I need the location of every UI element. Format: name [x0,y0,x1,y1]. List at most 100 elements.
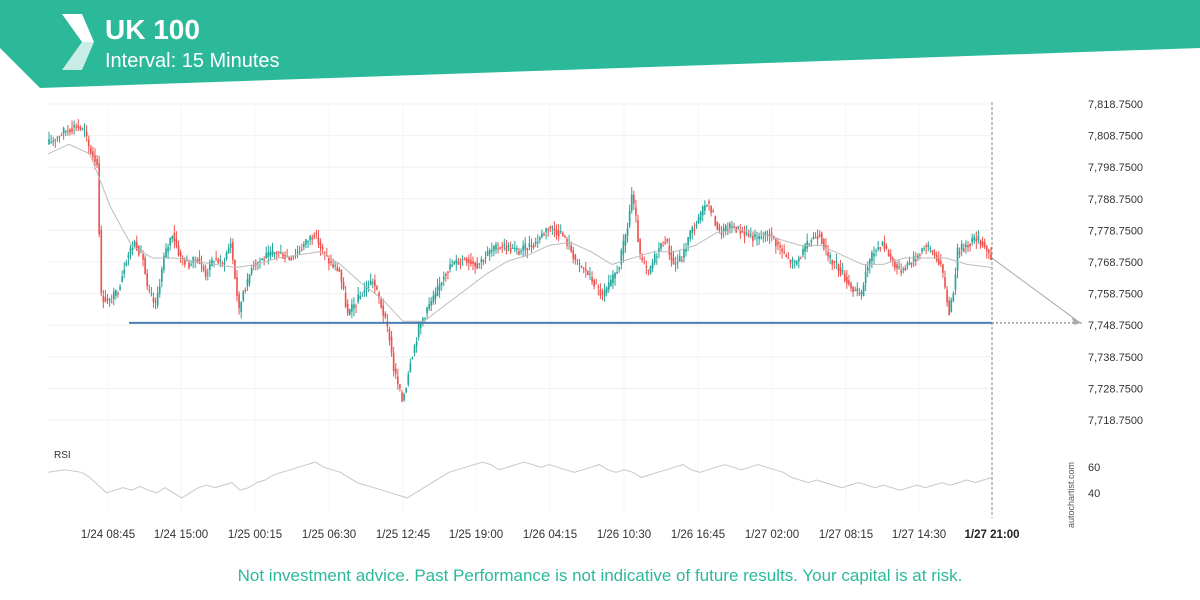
candle-up [754,234,756,237]
candle-down [146,273,149,287]
candle-up [257,261,259,263]
candle-down [894,261,896,269]
candle-down [474,262,476,267]
candle-down [376,286,378,290]
candle-down [789,259,792,264]
candle-up [50,142,52,144]
candle-up [434,292,437,300]
candle-up [432,295,435,303]
y-tick-label: 7,718.7500 [1088,415,1143,427]
candle-down [321,246,324,250]
candle-down [202,265,205,271]
candle-down [985,246,988,251]
candle-up [960,243,963,251]
candle-down [833,261,836,263]
candle-up [480,259,483,263]
candle-down [668,245,671,255]
candle-down [775,239,777,247]
candle-up [737,226,740,229]
x-tick-label: 1/26 16:45 [671,529,725,541]
candle-down [820,232,823,244]
candle-up [921,248,923,252]
candle-up [269,252,272,256]
candle-down [885,246,888,249]
candle-up [791,259,794,262]
candle-up [442,276,445,280]
candle-down [313,235,316,238]
candle-up [697,217,700,224]
candle-down [110,302,113,304]
candle-up [369,281,372,285]
candle-up [81,128,84,130]
candle-down [288,256,291,260]
candle-down [910,262,913,265]
candle-up [795,260,798,265]
candle-down [942,264,944,273]
candle-up [536,242,539,244]
candle-up [361,295,364,297]
candle-down [532,244,535,248]
candle-up [952,293,955,301]
candle-down [879,246,882,250]
candle-up [428,303,430,309]
candle-down [396,376,399,385]
candle-down [181,258,184,260]
candle-down [221,262,224,264]
candle-up [206,272,209,274]
candle-up [804,244,806,252]
autochartist-logo-icon [62,14,94,70]
candle-up [703,205,706,211]
y-tick-label: 7,818.7500 [1088,99,1143,111]
y-tick-label: 7,758.7500 [1088,289,1143,301]
candle-down [69,129,71,133]
candle-down [234,259,236,279]
candle-down [846,277,848,284]
candle-down [85,131,88,136]
candle-up [614,273,616,279]
candle-down [518,250,520,255]
candle-down [87,139,90,147]
candle-down [505,246,508,251]
y-tick-label: 7,748.7500 [1088,320,1143,332]
candle-up [873,253,875,257]
y-tick-label: 7,798.7500 [1088,162,1143,174]
y-tick-label: 7,728.7500 [1088,383,1143,395]
candle-down [231,242,234,260]
candle-up [422,318,424,323]
candle-down [138,246,140,255]
candle-up [119,286,121,290]
candle-down [67,130,69,132]
candle-down [593,280,595,287]
candle-up [371,282,374,284]
candle-up [424,317,426,319]
candle-up [158,286,161,294]
candle-down [716,221,719,230]
candle-down [823,239,825,249]
candle-up [541,233,543,237]
candle-down [472,261,474,264]
candle-down [555,229,558,235]
candle-down [344,292,347,307]
candle-down [693,229,696,231]
candle-down [883,242,886,249]
candle-up [190,264,192,266]
candle-down [530,245,533,248]
candle-up [73,125,75,128]
rsi-tick-label: 40 [1088,488,1100,500]
projection-arrow-head [1072,317,1082,325]
candle-up [881,242,884,245]
candle-up [616,272,618,274]
candle-down [818,234,821,237]
candle-down [979,240,982,246]
candle-up [622,240,625,255]
candle-up [835,261,838,263]
candle-down [647,269,650,271]
candle-down [100,229,103,293]
candle-up [403,394,405,401]
candle-down [499,247,501,249]
candle-up [731,226,733,228]
candle-up [802,248,804,255]
candle-up [156,292,159,306]
candle-down [837,264,840,272]
candle-down [564,235,566,237]
